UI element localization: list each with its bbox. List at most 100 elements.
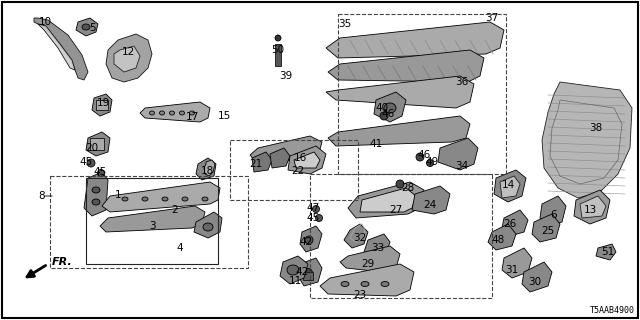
Text: 29: 29	[362, 259, 374, 269]
Ellipse shape	[341, 282, 349, 286]
Polygon shape	[106, 34, 152, 82]
Polygon shape	[288, 146, 326, 174]
Text: 21: 21	[250, 159, 262, 169]
Text: 46: 46	[417, 150, 431, 160]
Text: 15: 15	[218, 111, 230, 121]
Text: 19: 19	[97, 98, 109, 108]
Text: 36: 36	[456, 77, 468, 87]
Polygon shape	[326, 22, 504, 58]
Bar	[303, 272, 313, 280]
Ellipse shape	[87, 159, 95, 167]
Text: 42: 42	[296, 267, 308, 277]
Ellipse shape	[303, 268, 312, 277]
Polygon shape	[348, 182, 424, 218]
Polygon shape	[488, 224, 516, 250]
Text: 31: 31	[506, 265, 518, 275]
Ellipse shape	[170, 111, 175, 115]
Text: 4: 4	[177, 243, 183, 253]
Text: 14: 14	[501, 180, 515, 190]
Polygon shape	[360, 188, 416, 212]
Text: 8: 8	[38, 191, 45, 201]
Polygon shape	[364, 234, 390, 258]
Ellipse shape	[380, 112, 388, 120]
Text: 20: 20	[85, 143, 99, 153]
Polygon shape	[92, 94, 112, 116]
Text: T5AAB4900: T5AAB4900	[590, 306, 635, 315]
Text: 50: 50	[271, 45, 285, 55]
Text: 40: 40	[376, 103, 388, 113]
Text: 5: 5	[90, 23, 96, 33]
Polygon shape	[502, 210, 528, 236]
Polygon shape	[340, 246, 400, 272]
Ellipse shape	[361, 282, 369, 286]
Text: 18: 18	[200, 166, 214, 176]
Text: 48: 48	[492, 235, 504, 245]
Text: 34: 34	[456, 161, 468, 171]
Text: 1: 1	[115, 190, 122, 200]
Ellipse shape	[275, 35, 281, 41]
Text: 2: 2	[172, 205, 179, 215]
Ellipse shape	[202, 197, 208, 201]
Polygon shape	[84, 172, 108, 216]
Text: 51: 51	[602, 247, 614, 257]
Ellipse shape	[97, 170, 104, 177]
Ellipse shape	[305, 236, 313, 244]
Text: 38: 38	[589, 123, 603, 133]
Polygon shape	[438, 138, 478, 170]
Text: 12: 12	[122, 47, 134, 57]
Polygon shape	[194, 212, 222, 238]
Text: 13: 13	[584, 205, 596, 215]
Polygon shape	[300, 226, 322, 252]
Text: 16: 16	[293, 153, 307, 163]
Ellipse shape	[92, 199, 100, 205]
Polygon shape	[328, 116, 470, 146]
Polygon shape	[412, 186, 450, 214]
Ellipse shape	[599, 248, 609, 258]
Ellipse shape	[287, 265, 299, 275]
Bar	[230, 140, 358, 200]
Text: 17: 17	[186, 112, 198, 122]
Ellipse shape	[159, 111, 164, 115]
Text: 6: 6	[550, 210, 557, 220]
Bar	[86, 178, 218, 264]
Text: 32: 32	[353, 233, 367, 243]
Polygon shape	[532, 214, 560, 242]
Polygon shape	[542, 82, 632, 198]
Text: 49: 49	[426, 157, 438, 167]
Text: 33: 33	[371, 243, 385, 253]
Ellipse shape	[316, 214, 323, 221]
Text: 47: 47	[307, 203, 319, 213]
Text: 23: 23	[353, 290, 367, 300]
Ellipse shape	[122, 197, 128, 201]
Text: 45: 45	[307, 213, 319, 223]
Ellipse shape	[92, 187, 100, 193]
Polygon shape	[374, 92, 406, 122]
Ellipse shape	[162, 197, 168, 201]
Text: 45: 45	[79, 157, 93, 167]
Polygon shape	[540, 196, 566, 226]
Polygon shape	[574, 190, 610, 224]
Polygon shape	[270, 148, 290, 168]
Polygon shape	[580, 196, 606, 218]
Text: 22: 22	[291, 166, 305, 176]
Polygon shape	[502, 248, 532, 278]
Text: 37: 37	[485, 13, 499, 23]
Text: 26: 26	[504, 219, 516, 229]
Polygon shape	[250, 136, 322, 162]
Polygon shape	[204, 160, 215, 176]
Ellipse shape	[179, 111, 184, 115]
Ellipse shape	[384, 103, 396, 113]
Polygon shape	[320, 264, 414, 296]
Polygon shape	[38, 24, 75, 70]
Polygon shape	[500, 176, 520, 198]
Polygon shape	[34, 18, 88, 80]
Ellipse shape	[182, 197, 188, 201]
Text: 35: 35	[339, 19, 351, 29]
Bar	[96, 100, 108, 110]
Text: 46: 46	[381, 109, 395, 119]
Bar	[90, 138, 104, 150]
Bar	[275, 44, 281, 66]
Ellipse shape	[150, 111, 154, 115]
Text: 11: 11	[289, 276, 301, 286]
Text: 39: 39	[280, 71, 292, 81]
